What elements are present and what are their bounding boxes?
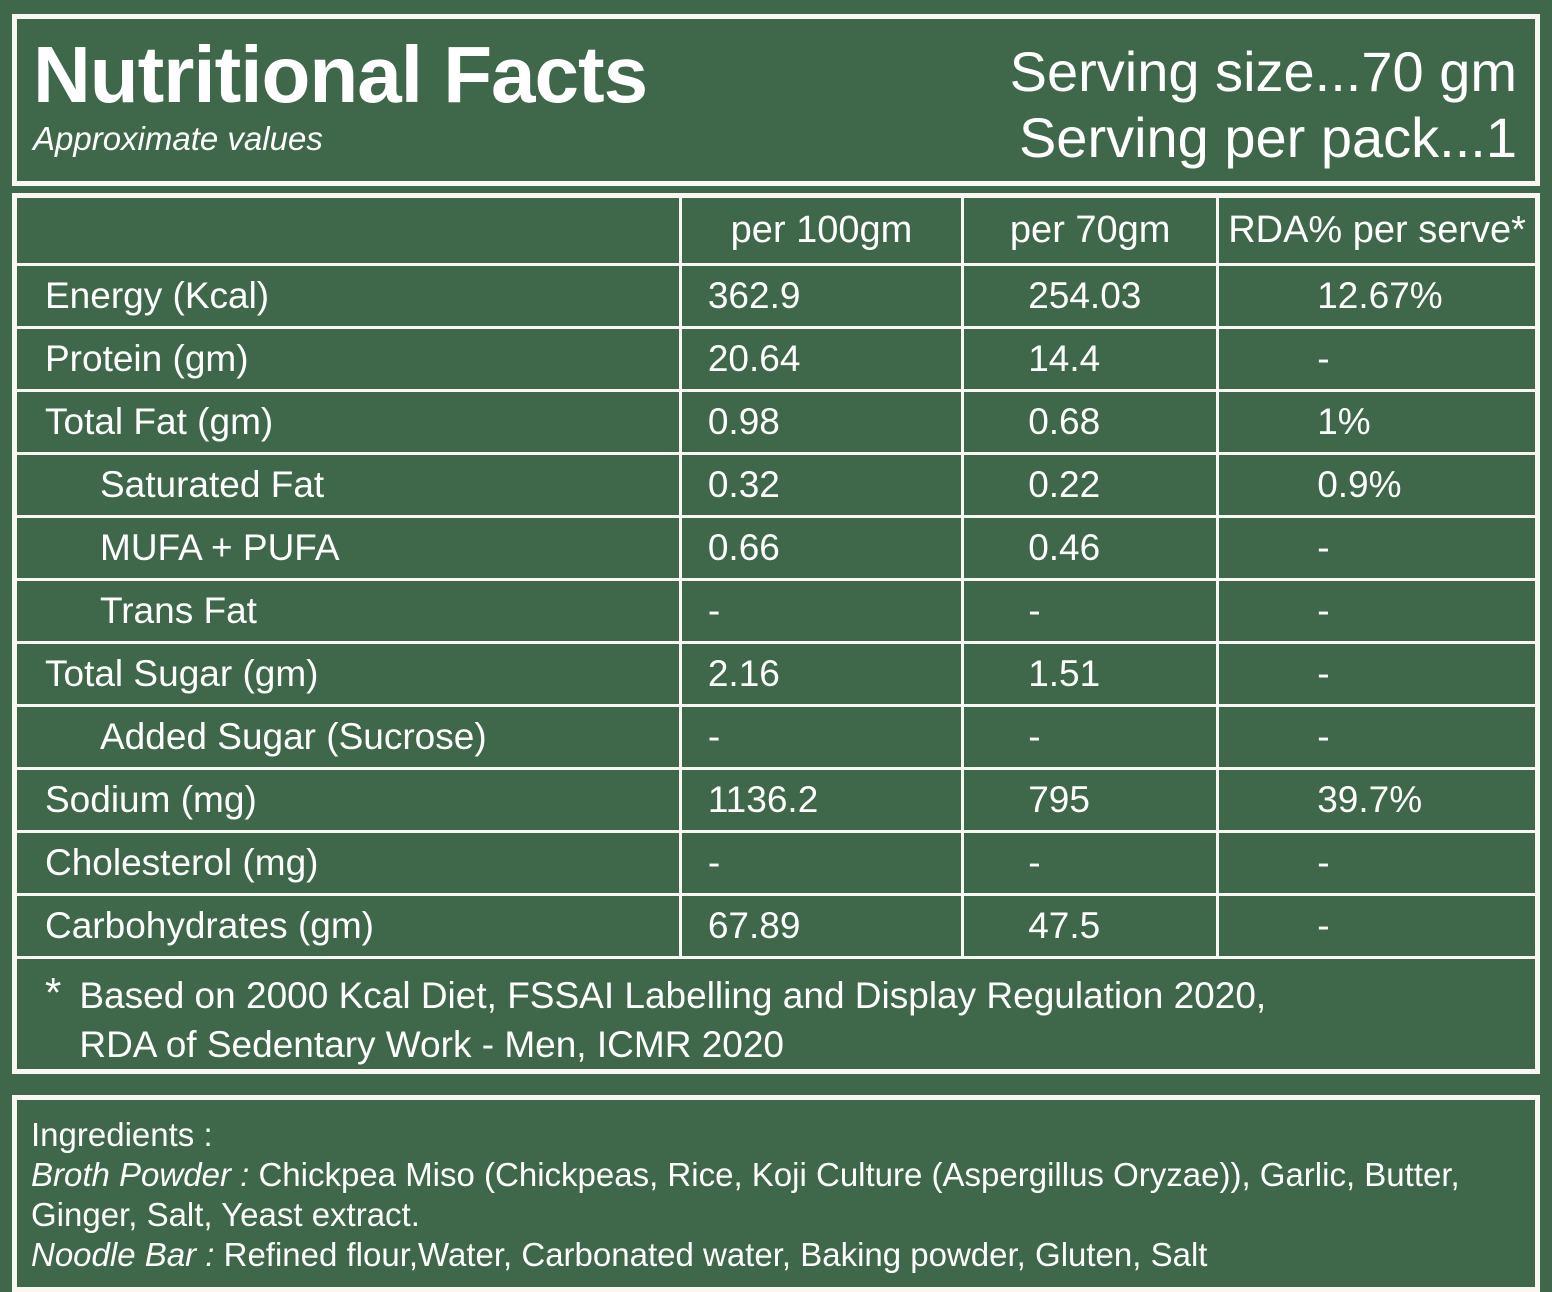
value-per-70gm: 0.68	[961, 392, 1216, 452]
value-per-70gm: 47.5	[961, 896, 1216, 956]
serving-size: Serving size...70 gm	[1009, 40, 1517, 103]
value-per-70gm: 14.4	[961, 329, 1216, 389]
value-per-70gm: 0.22	[961, 455, 1216, 515]
column-header-per-70gm: per 70gm	[961, 198, 1216, 263]
rda-footnote: * Based on 2000 Kcal Diet, FSSAI Labelli…	[17, 956, 1535, 1069]
value-per-70gm: 1.51	[961, 644, 1216, 704]
column-header-per-100gm: per 100gm	[678, 198, 961, 263]
footnote-line-1: Based on 2000 Kcal Diet, FSSAI Labelling…	[79, 975, 1267, 1016]
label-header: Nutritional Facts Approximate values Ser…	[12, 14, 1540, 186]
table-row-total-sugar: Total Sugar (gm) 2.16 1.51 -	[17, 641, 1535, 704]
ingredients-heading: Ingredients :	[31, 1116, 213, 1153]
value-rda: 1%	[1216, 392, 1535, 452]
asterisk-marker: *	[45, 969, 62, 1016]
column-header-empty	[17, 198, 679, 263]
value-per-70gm: -	[961, 581, 1216, 641]
value-per-100gm: 1136.2	[678, 770, 961, 830]
table-header-row: per 100gm per 70gm RDA% per serve*	[17, 198, 1535, 263]
table-row-energy: Energy (Kcal) 362.9 254.03 12.67%	[17, 263, 1535, 326]
value-per-70gm: 254.03	[961, 266, 1216, 326]
table-row-protein: Protein (gm) 20.64 14.4 -	[17, 326, 1535, 389]
row-label: Energy (Kcal)	[45, 275, 270, 316]
value-rda: -	[1216, 518, 1535, 578]
row-label: Cholesterol (mg)	[45, 842, 319, 883]
value-rda: -	[1216, 707, 1535, 767]
row-label: Saturated Fat	[100, 464, 325, 505]
value-per-100gm: 67.89	[678, 896, 961, 956]
table-row-mufa-pufa: MUFA + PUFA 0.66 0.46 -	[17, 515, 1535, 578]
row-label: Carbohydrates (gm)	[45, 905, 375, 946]
value-per-100gm: 2.16	[678, 644, 961, 704]
value-rda: -	[1216, 833, 1535, 893]
table-row-carbohydrates: Carbohydrates (gm) 67.89 47.5 -	[17, 893, 1535, 956]
ingredient-broth-powder: Broth Powder : Chickpea Miso (Chickpeas,…	[31, 1155, 1519, 1235]
page-title: Nutritional Facts	[33, 30, 648, 119]
table-row-saturated-fat: Saturated Fat 0.32 0.22 0.9%	[17, 452, 1535, 515]
value-rda: -	[1216, 581, 1535, 641]
table-row-trans-fat: Trans Fat - - -	[17, 578, 1535, 641]
ingredient-name-noodle-bar: Noodle Bar :	[31, 1236, 215, 1273]
header-left: Nutritional Facts Approximate values	[33, 30, 648, 158]
value-rda: 39.7%	[1216, 770, 1535, 830]
row-label: Trans Fat	[100, 590, 257, 631]
ingredient-noodle-bar: Noodle Bar : Refined flour,Water, Carbon…	[31, 1235, 1519, 1275]
row-label: Protein (gm)	[45, 338, 249, 379]
value-per-100gm: 20.64	[678, 329, 961, 389]
ingredient-text-broth-powder: Chickpea Miso (Chickpeas, Rice, Koji Cul…	[31, 1156, 1460, 1233]
footnote-line-2: RDA of Sedentary Work - Men, ICMR 2020	[79, 1024, 785, 1065]
value-rda: -	[1216, 644, 1535, 704]
value-per-70gm: 0.46	[961, 518, 1216, 578]
value-per-70gm: -	[961, 707, 1216, 767]
value-per-100gm: -	[678, 833, 961, 893]
value-rda: -	[1216, 329, 1535, 389]
table-row-total-fat: Total Fat (gm) 0.98 0.68 1%	[17, 389, 1535, 452]
value-per-70gm: 795	[961, 770, 1216, 830]
value-rda: 0.9%	[1216, 455, 1535, 515]
value-per-100gm: 362.9	[678, 266, 961, 326]
value-per-100gm: 0.32	[678, 455, 961, 515]
value-per-70gm: -	[961, 833, 1216, 893]
ingredient-text-noodle-bar: Refined flour,Water, Carbonated water, B…	[214, 1236, 1208, 1273]
value-rda: 12.67%	[1216, 266, 1535, 326]
serving-per-pack: Serving per pack...1	[1018, 106, 1517, 169]
value-rda: -	[1216, 896, 1535, 956]
column-header-rda: RDA% per serve*	[1216, 198, 1535, 263]
row-label: Total Sugar (gm)	[45, 653, 319, 694]
serving-info: Serving size...70 gm Serving per pack...…	[1010, 39, 1517, 171]
ingredient-name-broth-powder: Broth Powder :	[31, 1156, 250, 1193]
value-per-100gm: 0.98	[678, 392, 961, 452]
ingredients-section: Ingredients : Broth Powder : Chickpea Mi…	[12, 1095, 1540, 1292]
nutrition-table: per 100gm per 70gm RDA% per serve* Energ…	[12, 193, 1540, 1074]
table-row-added-sugar: Added Sugar (Sucrose) - - -	[17, 704, 1535, 767]
table-row-cholesterol: Cholesterol (mg) - - -	[17, 830, 1535, 893]
row-label: MUFA + PUFA	[100, 527, 340, 568]
row-label: Total Fat (gm)	[45, 401, 274, 442]
value-per-100gm: 0.66	[678, 518, 961, 578]
row-label: Added Sugar (Sucrose)	[100, 716, 487, 757]
approximate-values-note: Approximate values	[33, 120, 323, 158]
row-label: Sodium (mg)	[45, 779, 257, 820]
table-row-sodium: Sodium (mg) 1136.2 795 39.7%	[17, 767, 1535, 830]
footnote-text: Based on 2000 Kcal Diet, FSSAI Labelling…	[79, 971, 1266, 1069]
value-per-100gm: -	[678, 581, 961, 641]
value-per-100gm: -	[678, 707, 961, 767]
